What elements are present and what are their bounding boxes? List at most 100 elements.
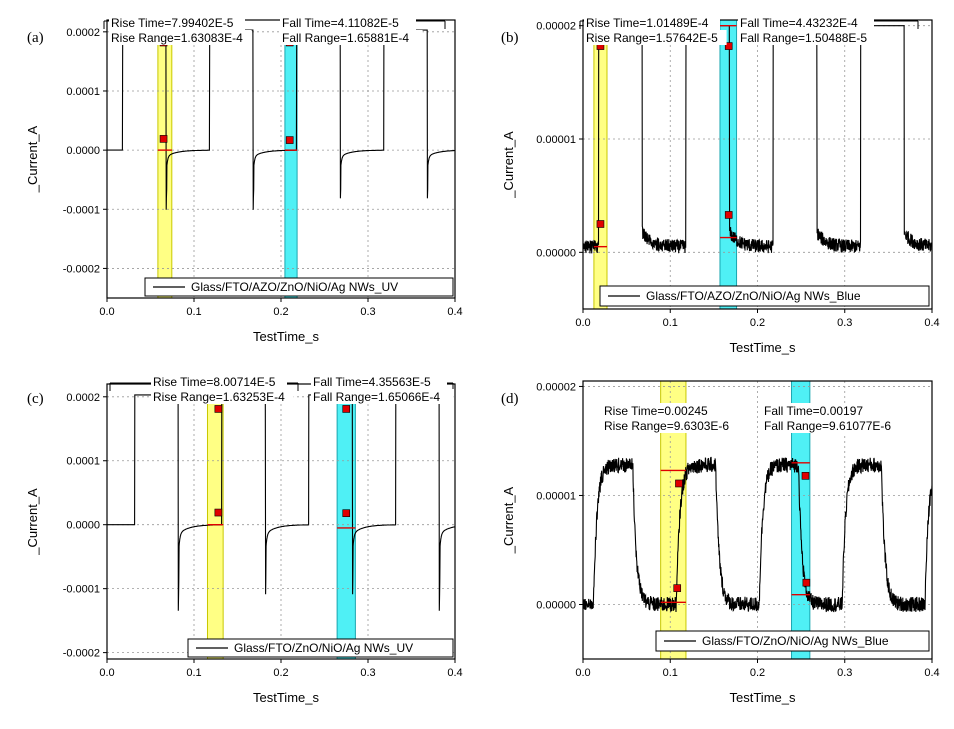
legend-label: Glass/FTO/AZO/ZnO/NiO/Ag NWs_UV bbox=[191, 280, 398, 294]
rise-marker bbox=[159, 135, 168, 143]
y-tick-label: 0.00000 bbox=[536, 247, 576, 259]
fall-marker bbox=[342, 405, 351, 413]
x-tick-label: 0.2 bbox=[273, 306, 288, 318]
fall-marker bbox=[802, 578, 811, 587]
series-line bbox=[107, 394, 455, 611]
rise-time-label-bg bbox=[109, 15, 245, 30]
x-tick-label: 0.1 bbox=[186, 667, 201, 679]
fall-time-label: Fall Time=0.00197 bbox=[764, 404, 863, 418]
chart-panel-1: (a) 0.0 0.1 0.2 0.3 0.4 -0.0002 -0.0001 0.0000 0.… bbox=[25, 15, 463, 344]
x-tick-label: 0.4 bbox=[924, 317, 939, 329]
y-axis-title: _Current_A bbox=[25, 488, 40, 556]
panel-label: (d) bbox=[501, 391, 519, 407]
y-tick-label: 0.00001 bbox=[536, 490, 576, 502]
rise-time-label: Rise Time=1.01489E-4 bbox=[586, 16, 709, 30]
rise-band bbox=[206, 383, 224, 660]
fall-marker bbox=[342, 509, 351, 517]
fall-time-label: Fall Time=4.43232E-4 bbox=[740, 16, 858, 30]
rise-range-label: Rise Range=1.57642E-5 bbox=[586, 31, 718, 45]
legend-label: Glass/FTO/ZnO/NiO/Ag NWs_UV bbox=[234, 641, 413, 655]
y-tick-label: 0.0002 bbox=[66, 27, 100, 39]
x-tick-label: 0.1 bbox=[186, 306, 201, 318]
rise-range-label-bg bbox=[151, 389, 294, 404]
fall-range-label-bg bbox=[738, 30, 881, 45]
y-tick-label: -0.0001 bbox=[63, 204, 100, 216]
rise-range-label: Rise Range=1.63253E-4 bbox=[153, 390, 285, 404]
rise-marker bbox=[673, 584, 682, 592]
fall-marker bbox=[801, 472, 810, 480]
panel-label: (a) bbox=[27, 30, 44, 46]
y-tick-label: 0.00002 bbox=[536, 381, 576, 393]
y-axis-title: _Current_A bbox=[25, 125, 40, 193]
rise-marker bbox=[214, 508, 223, 517]
chart-panel-2: (b) 0.0 0.1 0.2 0.3 0.4 0.00000 0.00001 0.00002 T… bbox=[501, 15, 940, 355]
x-tick-label: 0.4 bbox=[924, 667, 939, 679]
x-tick-label: 0.0 bbox=[99, 667, 114, 679]
fall-time-label-bg bbox=[762, 403, 879, 418]
rise-time-label-bg bbox=[584, 15, 720, 30]
y-tick-label: 0.0000 bbox=[66, 145, 100, 157]
fall-time-label: Fall Time=4.35563E-5 bbox=[313, 375, 431, 389]
chart-panel-3: (c) 0.0 0.1 0.2 0.3 0.4 -0.0002 -0.0001 0.0000 0.… bbox=[25, 374, 463, 705]
rise-range-label-bg bbox=[109, 30, 252, 45]
x-tick-label: 0.3 bbox=[360, 306, 375, 318]
x-tick-label: 0.3 bbox=[837, 667, 852, 679]
y-tick-label: 0.0002 bbox=[66, 392, 100, 404]
y-tick-label: 0.0000 bbox=[66, 520, 100, 532]
x-tick-label: 0.3 bbox=[360, 667, 375, 679]
y-tick-label: -0.0002 bbox=[63, 263, 100, 275]
fall-band bbox=[719, 19, 738, 310]
fall-marker bbox=[724, 42, 733, 50]
x-tick-label: 0.0 bbox=[99, 306, 114, 318]
rise-time-label-bg bbox=[602, 403, 719, 418]
x-tick-label: 0.0 bbox=[575, 667, 590, 679]
legend-label: Glass/FTO/ZnO/NiO/Ag NWs_Blue bbox=[702, 634, 889, 648]
chart-panel-4: (d) 0.0 0.1 0.2 0.3 0.4 0.00000 0.00001 0.00002 T… bbox=[501, 380, 940, 705]
rise-band bbox=[157, 19, 173, 299]
fall-time-label: Fall Time=4.11082E-5 bbox=[282, 16, 399, 30]
fall-range-label-bg bbox=[762, 418, 905, 433]
rise-marker bbox=[675, 479, 683, 488]
y-tick-label: 0.0001 bbox=[66, 456, 100, 468]
legend-box bbox=[655, 630, 930, 652]
y-axis-title: _Current_A bbox=[501, 131, 516, 199]
fall-range-label: Fall Range=9.61077E-6 bbox=[764, 419, 891, 433]
fall-range-label: Fall Range=1.50488E-5 bbox=[740, 31, 867, 45]
legend-box bbox=[187, 638, 454, 658]
rise-time-label: Rise Time=7.99402E-5 bbox=[111, 16, 234, 30]
y-tick-label: 0.00001 bbox=[536, 134, 576, 146]
y-tick-label: -0.0001 bbox=[63, 584, 100, 596]
panel-label: (b) bbox=[501, 30, 519, 46]
y-tick-label: 0.00002 bbox=[536, 21, 576, 33]
fall-range-label: Fall Range=1.65066E-4 bbox=[313, 390, 440, 404]
rise-marker bbox=[596, 220, 605, 228]
rise-range-label-bg bbox=[584, 30, 727, 45]
rise-range-label: Rise Range=1.63083E-4 bbox=[111, 31, 243, 45]
y-tick-label: 0.00000 bbox=[536, 599, 576, 611]
y-tick-label: -0.0002 bbox=[63, 648, 100, 660]
fall-time-label-bg bbox=[311, 374, 447, 389]
fall-range-label-bg bbox=[280, 30, 423, 45]
legend-box bbox=[599, 285, 930, 307]
x-tick-label: 0.4 bbox=[447, 306, 462, 318]
x-tick-label: 0.2 bbox=[273, 667, 288, 679]
x-axis-title: TestTime_s bbox=[730, 690, 796, 705]
rise-time-label: Rise Time=8.00714E-5 bbox=[153, 375, 276, 389]
x-tick-label: 0.2 bbox=[750, 667, 765, 679]
series-line bbox=[583, 456, 932, 613]
x-tick-label: 0.1 bbox=[663, 667, 678, 679]
legend-label: Glass/FTO/AZO/ZnO/NiO/Ag NWs_Blue bbox=[646, 289, 861, 303]
x-tick-label: 0.4 bbox=[447, 667, 462, 679]
x-tick-label: 0.1 bbox=[663, 317, 678, 329]
x-axis-title: TestTime_s bbox=[253, 690, 319, 705]
fall-time-label-bg bbox=[280, 15, 416, 30]
x-axis-title: TestTime_s bbox=[730, 340, 796, 355]
rise-time-label: Rise Time=0.00245 bbox=[604, 404, 708, 418]
x-tick-label: 0.2 bbox=[750, 317, 765, 329]
x-tick-label: 0.0 bbox=[575, 317, 590, 329]
fall-marker bbox=[285, 136, 294, 144]
fall-marker bbox=[724, 211, 733, 219]
rise-band bbox=[593, 19, 608, 310]
x-axis-title: TestTime_s bbox=[253, 329, 319, 344]
